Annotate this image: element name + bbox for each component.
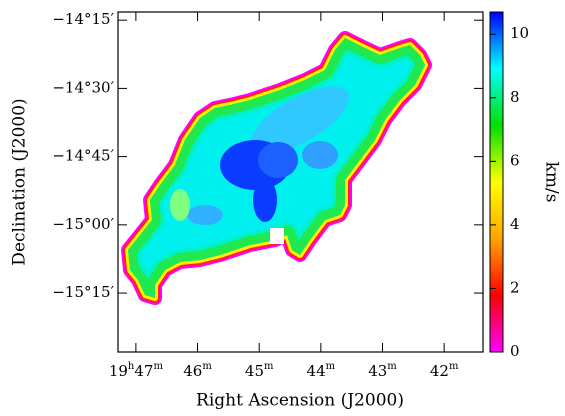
colorbar-tick-label: 8 bbox=[510, 88, 520, 106]
velocity-map bbox=[128, 38, 425, 298]
y-tick-label: −15°00′ bbox=[52, 215, 114, 233]
y-tick-label: −14°15′ bbox=[52, 10, 114, 28]
y-tick-label: −14°30′ bbox=[52, 78, 114, 96]
plot-frame bbox=[117, 11, 484, 353]
x-tick-label: 19h47m bbox=[109, 361, 164, 380]
x-tick-label: 45m bbox=[245, 361, 274, 380]
colorbar-tick-label: 4 bbox=[510, 215, 520, 233]
colorbar-tick-label: 2 bbox=[510, 278, 520, 296]
y-tick-label: −15°15′ bbox=[52, 283, 114, 301]
y-tick-label: −14°45′ bbox=[52, 147, 114, 165]
colorbar bbox=[489, 11, 504, 353]
x-tick-label: 43m bbox=[368, 361, 397, 380]
x-tick-label: 44m bbox=[307, 361, 336, 380]
x-axis-title: Right Ascension (J2000) bbox=[196, 391, 404, 411]
x-tick-label: 46m bbox=[183, 361, 212, 380]
colorbar-tick-label: 6 bbox=[510, 151, 520, 169]
colorbar-tick-label: 10 bbox=[510, 24, 529, 42]
colorbar-tick-label: 0 bbox=[510, 342, 520, 360]
x-tick-label: 42m bbox=[430, 361, 459, 380]
y-axis-title: Declination (J2000) bbox=[10, 98, 30, 265]
colorbar-label: km/s bbox=[542, 162, 562, 203]
